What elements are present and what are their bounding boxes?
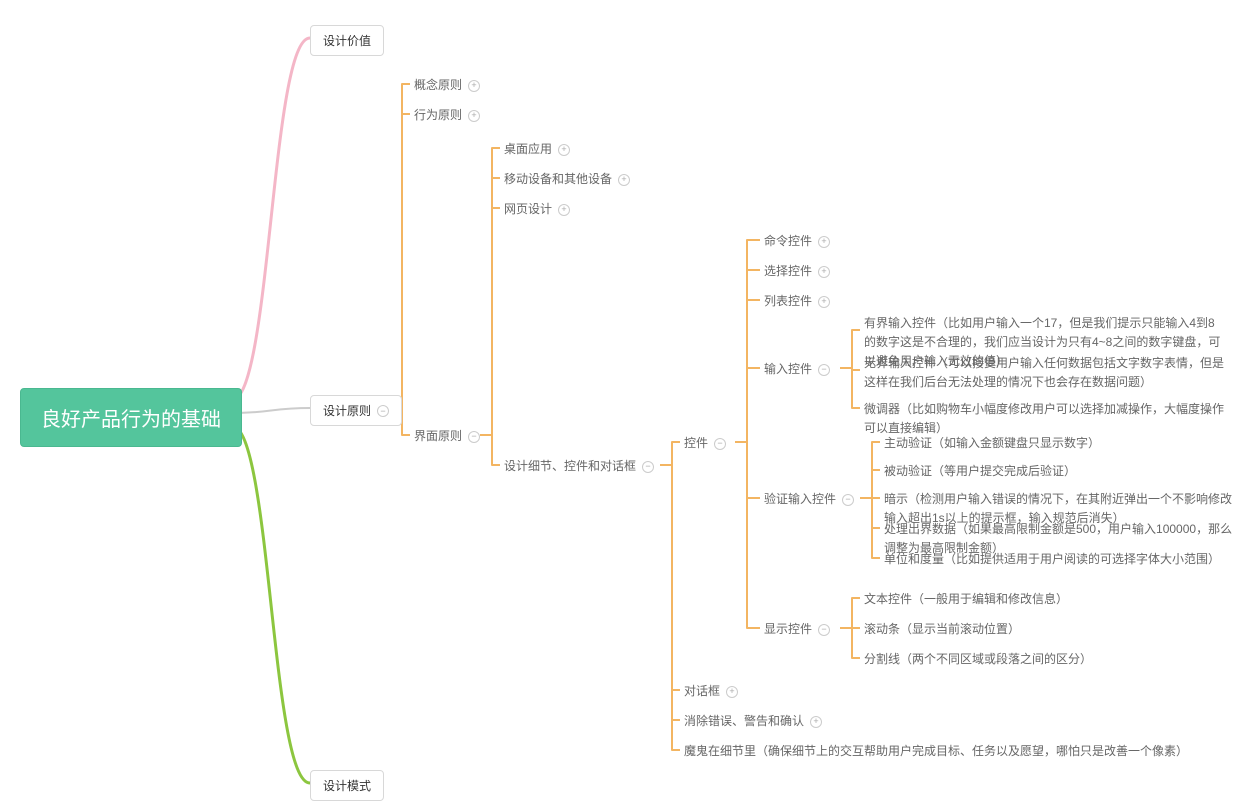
node-select-control[interactable]: 选择控件 +	[760, 260, 834, 283]
collapse-icon[interactable]: −	[818, 364, 830, 376]
node-errors[interactable]: 消除错误、警告和确认 +	[680, 710, 826, 733]
node-active-validate[interactable]: 主动验证（如输入金额键盘只显示数字）	[880, 432, 1230, 455]
unbounded-label: 无界输入控件（可以接受用户输入任何数据包括文字数字表情，但是这样在我们后台无法处…	[864, 354, 1226, 392]
node-controls[interactable]: 控件 −	[680, 432, 730, 455]
unit-label: 单位和度量（比如提供适用于用户阅读的可选择字体大小范围）	[884, 550, 1220, 569]
node-web[interactable]: 网页设计 +	[500, 198, 574, 221]
expand-icon[interactable]: +	[726, 686, 738, 698]
divider-label: 分割线（两个不同区域或段落之间的区分）	[864, 650, 1092, 669]
expand-icon[interactable]: +	[810, 716, 822, 728]
active-label: 主动验证（如输入金额键盘只显示数字）	[884, 434, 1100, 453]
node-unbounded-input[interactable]: 无界输入控件（可以接受用户输入任何数据包括文字数字表情，但是这样在我们后台无法处…	[860, 352, 1230, 394]
expand-icon[interactable]: +	[618, 174, 630, 186]
node-cmd-control[interactable]: 命令控件 +	[760, 230, 834, 253]
node-divider[interactable]: 分割线（两个不同区域或段落之间的区分）	[860, 648, 1210, 671]
display-label: 显示控件	[764, 620, 812, 639]
collapse-icon[interactable]: −	[842, 494, 854, 506]
details-label: 设计细节、控件和对话框	[504, 457, 636, 476]
node-list-control[interactable]: 列表控件 +	[760, 290, 834, 313]
node-mobile[interactable]: 移动设备和其他设备 +	[500, 168, 634, 191]
cmd-label: 命令控件	[764, 232, 812, 251]
node-scrollbar[interactable]: 滚动条（显示当前滚动位置）	[860, 618, 1210, 641]
node-dialog[interactable]: 对话框 +	[680, 680, 742, 703]
node-concept-principle[interactable]: 概念原则 +	[410, 74, 484, 97]
node-design-principle[interactable]: 设计原则 −	[310, 395, 402, 426]
mobile-label: 移动设备和其他设备	[504, 170, 612, 189]
collapse-icon[interactable]: −	[377, 405, 389, 417]
controls-label: 控件	[684, 434, 708, 453]
node-design-value[interactable]: 设计价值	[310, 25, 384, 56]
behavior-label: 行为原则	[414, 106, 462, 125]
design-pattern-label: 设计模式	[323, 777, 371, 794]
node-devil[interactable]: 魔鬼在细节里（确保细节上的交互帮助用户完成目标、任务以及愿望，哪怕只是改善一个像…	[680, 740, 1210, 763]
errors-label: 消除错误、警告和确认	[684, 712, 804, 731]
node-passive-validate[interactable]: 被动验证（等用户提交完成后验证）	[880, 460, 1230, 483]
collapse-icon[interactable]: −	[714, 438, 726, 450]
expand-icon[interactable]: +	[558, 204, 570, 216]
design-value-label: 设计价值	[323, 32, 371, 49]
desktop-label: 桌面应用	[504, 140, 552, 159]
interface-label: 界面原则	[414, 427, 462, 446]
devil-label: 魔鬼在细节里（确保细节上的交互帮助用户完成目标、任务以及愿望，哪怕只是改善一个像…	[684, 742, 1188, 761]
text-ctrl-label: 文本控件（一般用于编辑和修改信息）	[864, 590, 1068, 609]
list-label: 列表控件	[764, 292, 812, 311]
node-text-ctrl[interactable]: 文本控件（一般用于编辑和修改信息）	[860, 588, 1210, 611]
node-interface-principle[interactable]: 界面原则 −	[410, 425, 484, 448]
expand-icon[interactable]: +	[468, 80, 480, 92]
node-display-control[interactable]: 显示控件 −	[760, 618, 834, 641]
concept-label: 概念原则	[414, 76, 462, 95]
collapse-icon[interactable]: −	[642, 461, 654, 473]
expand-icon[interactable]: +	[468, 110, 480, 122]
expand-icon[interactable]: +	[818, 236, 830, 248]
scrollbar-label: 滚动条（显示当前滚动位置）	[864, 620, 1020, 639]
root-node[interactable]: 良好产品行为的基础	[20, 388, 242, 447]
design-principle-label: 设计原则	[323, 402, 371, 419]
expand-icon[interactable]: +	[818, 296, 830, 308]
root-label: 良好产品行为的基础	[41, 403, 221, 432]
node-unit[interactable]: 单位和度量（比如提供适用于用户阅读的可选择字体大小范围）	[880, 548, 1240, 571]
dialog-label: 对话框	[684, 682, 720, 701]
node-design-pattern[interactable]: 设计模式	[310, 770, 384, 801]
select-label: 选择控件	[764, 262, 812, 281]
expand-icon[interactable]: +	[818, 266, 830, 278]
collapse-icon[interactable]: −	[818, 624, 830, 636]
passive-label: 被动验证（等用户提交完成后验证）	[884, 462, 1076, 481]
web-label: 网页设计	[504, 200, 552, 219]
node-desktop[interactable]: 桌面应用 +	[500, 138, 574, 161]
collapse-icon[interactable]: −	[468, 431, 480, 443]
node-validate-control[interactable]: 验证输入控件 −	[760, 488, 858, 511]
node-input-control[interactable]: 输入控件 −	[760, 358, 834, 381]
node-behavior-principle[interactable]: 行为原则 +	[410, 104, 484, 127]
validate-label: 验证输入控件	[764, 490, 836, 509]
node-details[interactable]: 设计细节、控件和对话框 −	[500, 455, 658, 478]
input-label: 输入控件	[764, 360, 812, 379]
expand-icon[interactable]: +	[558, 144, 570, 156]
